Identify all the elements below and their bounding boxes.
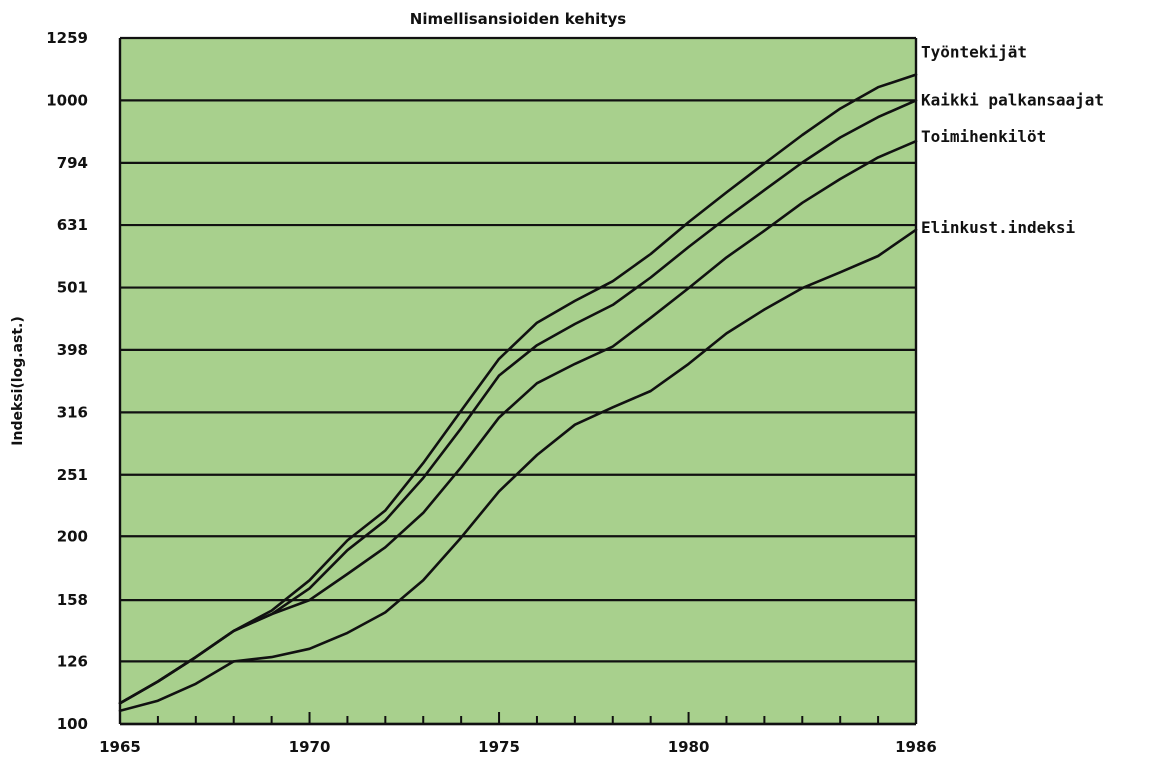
series-line-3 — [118, 228, 918, 713]
plot-background — [120, 38, 916, 724]
y-axis-label: Indeksi(log.ast.) — [10, 316, 26, 445]
y-tick-label: 126 — [57, 652, 88, 670]
series-labels: Työntekijät Kaikki palkansaajat Toimihenki… — [921, 43, 1104, 237]
x-tick-label: 1970 — [289, 738, 331, 756]
series-line-2 — [118, 139, 918, 705]
x-tick-label: 1980 — [668, 738, 710, 756]
x-tick-marks — [119, 712, 917, 724]
y-tick-label: 100 — [57, 715, 88, 733]
x-tick-label: 1965 — [99, 738, 141, 756]
series-label: Elinkust.indeksi — [921, 218, 1075, 237]
x-tick-label: 1975 — [478, 738, 520, 756]
y-tick-label: 251 — [57, 466, 88, 484]
gridlines — [120, 36, 916, 726]
y-tick-label: 316 — [57, 403, 88, 421]
chart-title: Nimellisansioiden kehitys — [410, 10, 626, 28]
series-label: Toimihenkilöt — [921, 127, 1046, 146]
series-label: Kaikki palkansaajat — [921, 90, 1104, 109]
series-lines — [118, 73, 918, 713]
axes — [118, 38, 918, 726]
x-tick-label: 1986 — [895, 738, 937, 756]
y-tick-label: 631 — [57, 216, 88, 234]
y-tick-label: 158 — [57, 591, 88, 609]
y-tick-label: 501 — [57, 279, 88, 297]
y-tick-label: 200 — [57, 527, 88, 545]
y-tick-label: 398 — [57, 341, 88, 359]
y-tick-label: 1259 — [46, 29, 88, 47]
y-tick-label: 1000 — [46, 91, 88, 109]
series-label: Työntekijät — [921, 43, 1027, 62]
x-tick-labels: 1965 1970 1975 1980 1986 — [99, 738, 937, 756]
y-tick-labels: 100 126 158 200 251 316 398 501 631 794 1000 1259 — [46, 29, 88, 733]
series-line-0 — [118, 73, 918, 705]
y-tick-label: 794 — [57, 154, 88, 172]
